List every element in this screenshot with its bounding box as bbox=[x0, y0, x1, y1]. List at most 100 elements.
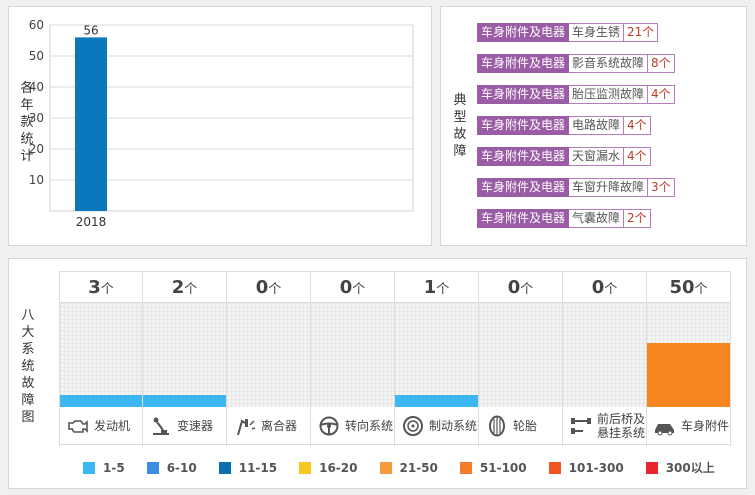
system-level-bar bbox=[395, 394, 478, 407]
legend-label: 6-10 bbox=[166, 460, 197, 475]
legend-swatch bbox=[218, 461, 231, 474]
suspension-icon bbox=[569, 415, 593, 437]
legend-label: 300以上 bbox=[665, 461, 715, 475]
fault-category: 车身附件及电器 bbox=[477, 116, 570, 135]
system-footer: 转向系统 bbox=[311, 407, 394, 445]
eight-systems-panel: 八大系统故障图 3个 发动机 2个 变速器 0个 离合器 0个 转向系统 1个 制动系统 0个 轮胎 0… bbox=[8, 258, 747, 489]
fault-count: 2个 bbox=[624, 209, 651, 228]
typical-faults-label: 典型故障 bbox=[453, 93, 467, 159]
legend-swatch bbox=[379, 461, 392, 474]
legend-item: 6-10 bbox=[146, 459, 197, 476]
system-level-area bbox=[647, 303, 730, 407]
system-column[interactable]: 3个发动机 bbox=[59, 271, 143, 446]
tire-icon bbox=[485, 415, 509, 437]
y-tick-label: 50 bbox=[29, 49, 44, 63]
legend-label: 16-20 bbox=[319, 460, 358, 475]
fault-name: 天窗漏水 bbox=[569, 147, 625, 166]
legend-item: 101-300 bbox=[548, 459, 624, 476]
system-count-value: 1 bbox=[423, 277, 437, 298]
typical-faults-panel: 典型故障 车身附件及电器 车身生锈 21个 车身附件及电器 影音系统故障 8个 车身附件及电… bbox=[440, 6, 747, 246]
fault-count: 3个 bbox=[648, 178, 675, 197]
gear-shift-icon bbox=[149, 415, 173, 437]
system-column[interactable]: 0个轮胎 bbox=[479, 271, 563, 446]
fault-count: 21个 bbox=[624, 23, 659, 42]
system-count: 0个 bbox=[311, 271, 394, 303]
system-footer: 车身附件 bbox=[647, 407, 730, 445]
legend-swatch bbox=[83, 461, 95, 474]
legend-swatch bbox=[548, 461, 561, 474]
system-level-bar bbox=[647, 342, 730, 407]
fault-item[interactable]: 车身附件及电器 电路故障 4个 bbox=[477, 116, 651, 135]
system-count-unit: 个 bbox=[352, 282, 366, 297]
system-level-area bbox=[227, 303, 310, 407]
system-column[interactable]: 1个 制动系统 bbox=[395, 271, 479, 446]
fault-name: 车身生锈 bbox=[569, 23, 625, 42]
legend-item: 51-100 bbox=[459, 459, 527, 476]
fault-name: 胎压监测故障 bbox=[569, 85, 649, 104]
legend-item: 1-5 bbox=[83, 459, 125, 476]
system-level-area bbox=[563, 303, 646, 407]
year-statistics-label: 各年款统计 bbox=[20, 81, 34, 164]
system-label: 转向系统 bbox=[345, 418, 394, 433]
system-count-unit: 个 bbox=[184, 282, 198, 297]
year-statistics-panel: 各年款统计 10 20 30 40 50 60 56 2018 bbox=[8, 6, 432, 246]
y-tick-label: 60 bbox=[29, 18, 44, 32]
fault-item[interactable]: 车身附件及电器 天窗漏水 4个 bbox=[477, 147, 651, 166]
system-label: 前后桥及悬挂系统 bbox=[597, 411, 646, 440]
legend-swatch bbox=[146, 461, 159, 474]
system-count-value: 3 bbox=[88, 277, 101, 298]
legend-item: 11-15 bbox=[218, 459, 277, 476]
system-level-area bbox=[479, 303, 562, 407]
bar-2018 bbox=[75, 37, 107, 212]
system-count-unit: 个 bbox=[694, 282, 708, 297]
fault-count: 4个 bbox=[624, 147, 651, 166]
legend-label: 51-100 bbox=[479, 460, 527, 475]
car-body-icon bbox=[653, 415, 677, 437]
system-count-unit: 个 bbox=[268, 282, 282, 297]
system-level-bar bbox=[143, 394, 226, 407]
system-column[interactable]: 2个 变速器 bbox=[143, 271, 227, 446]
system-label: 轮胎 bbox=[513, 418, 538, 433]
fault-category: 车身附件及电器 bbox=[477, 54, 570, 73]
year-bar-chart: 10 20 30 40 50 60 56 2018 bbox=[29, 18, 414, 229]
fault-item[interactable]: 车身附件及电器 影音系统故障 8个 bbox=[477, 54, 675, 73]
legend-label: 1-5 bbox=[103, 460, 125, 475]
system-level-area bbox=[143, 303, 226, 407]
fault-name: 车窗升降故障 bbox=[569, 178, 649, 197]
system-count-unit: 个 bbox=[604, 282, 618, 297]
fault-item[interactable]: 车身附件及电器 车窗升降故障 3个 bbox=[477, 178, 675, 197]
y-tick-label: 10 bbox=[29, 173, 44, 187]
fault-category: 车身附件及电器 bbox=[477, 209, 570, 228]
system-count: 1个 bbox=[395, 271, 478, 303]
system-label: 离合器 bbox=[261, 418, 298, 433]
fault-item[interactable]: 车身附件及电器 气囊故障 2个 bbox=[477, 209, 651, 228]
system-column[interactable]: 0个转向系统 bbox=[311, 271, 395, 446]
legend-swatch bbox=[299, 461, 312, 474]
system-count-unit: 个 bbox=[100, 282, 114, 297]
steering-wheel-icon bbox=[317, 415, 341, 437]
fault-item[interactable]: 车身附件及电器 胎压监测故障 4个 bbox=[477, 85, 675, 104]
system-level-area bbox=[311, 303, 394, 407]
system-level-area bbox=[60, 303, 142, 407]
system-count: 0个 bbox=[479, 271, 562, 303]
fault-item[interactable]: 车身附件及电器 车身生锈 21个 bbox=[477, 23, 659, 42]
system-count-value: 50 bbox=[669, 277, 695, 298]
system-footer: 离合器 bbox=[227, 407, 310, 445]
system-level-area bbox=[395, 303, 478, 407]
fault-count: 8个 bbox=[648, 54, 675, 73]
legend-swatch bbox=[459, 461, 472, 474]
fault-category: 车身附件及电器 bbox=[477, 85, 570, 104]
system-count: 50个 bbox=[647, 271, 730, 303]
system-column[interactable]: 0个前后桥及悬挂系统 bbox=[563, 271, 647, 446]
system-count: 0个 bbox=[227, 271, 310, 303]
system-column[interactable]: 50个车身附件 bbox=[647, 271, 731, 446]
fault-category: 车身附件及电器 bbox=[477, 178, 570, 197]
system-footer: 变速器 bbox=[143, 407, 226, 445]
system-count-value: 0 bbox=[591, 277, 605, 298]
system-column[interactable]: 0个离合器 bbox=[227, 271, 311, 446]
y-tick-label: 20 bbox=[29, 142, 44, 156]
fault-category: 车身附件及电器 bbox=[477, 147, 570, 166]
system-label: 发动机 bbox=[94, 418, 131, 433]
system-count: 0个 bbox=[563, 271, 646, 303]
system-label: 车身附件 bbox=[681, 418, 730, 433]
